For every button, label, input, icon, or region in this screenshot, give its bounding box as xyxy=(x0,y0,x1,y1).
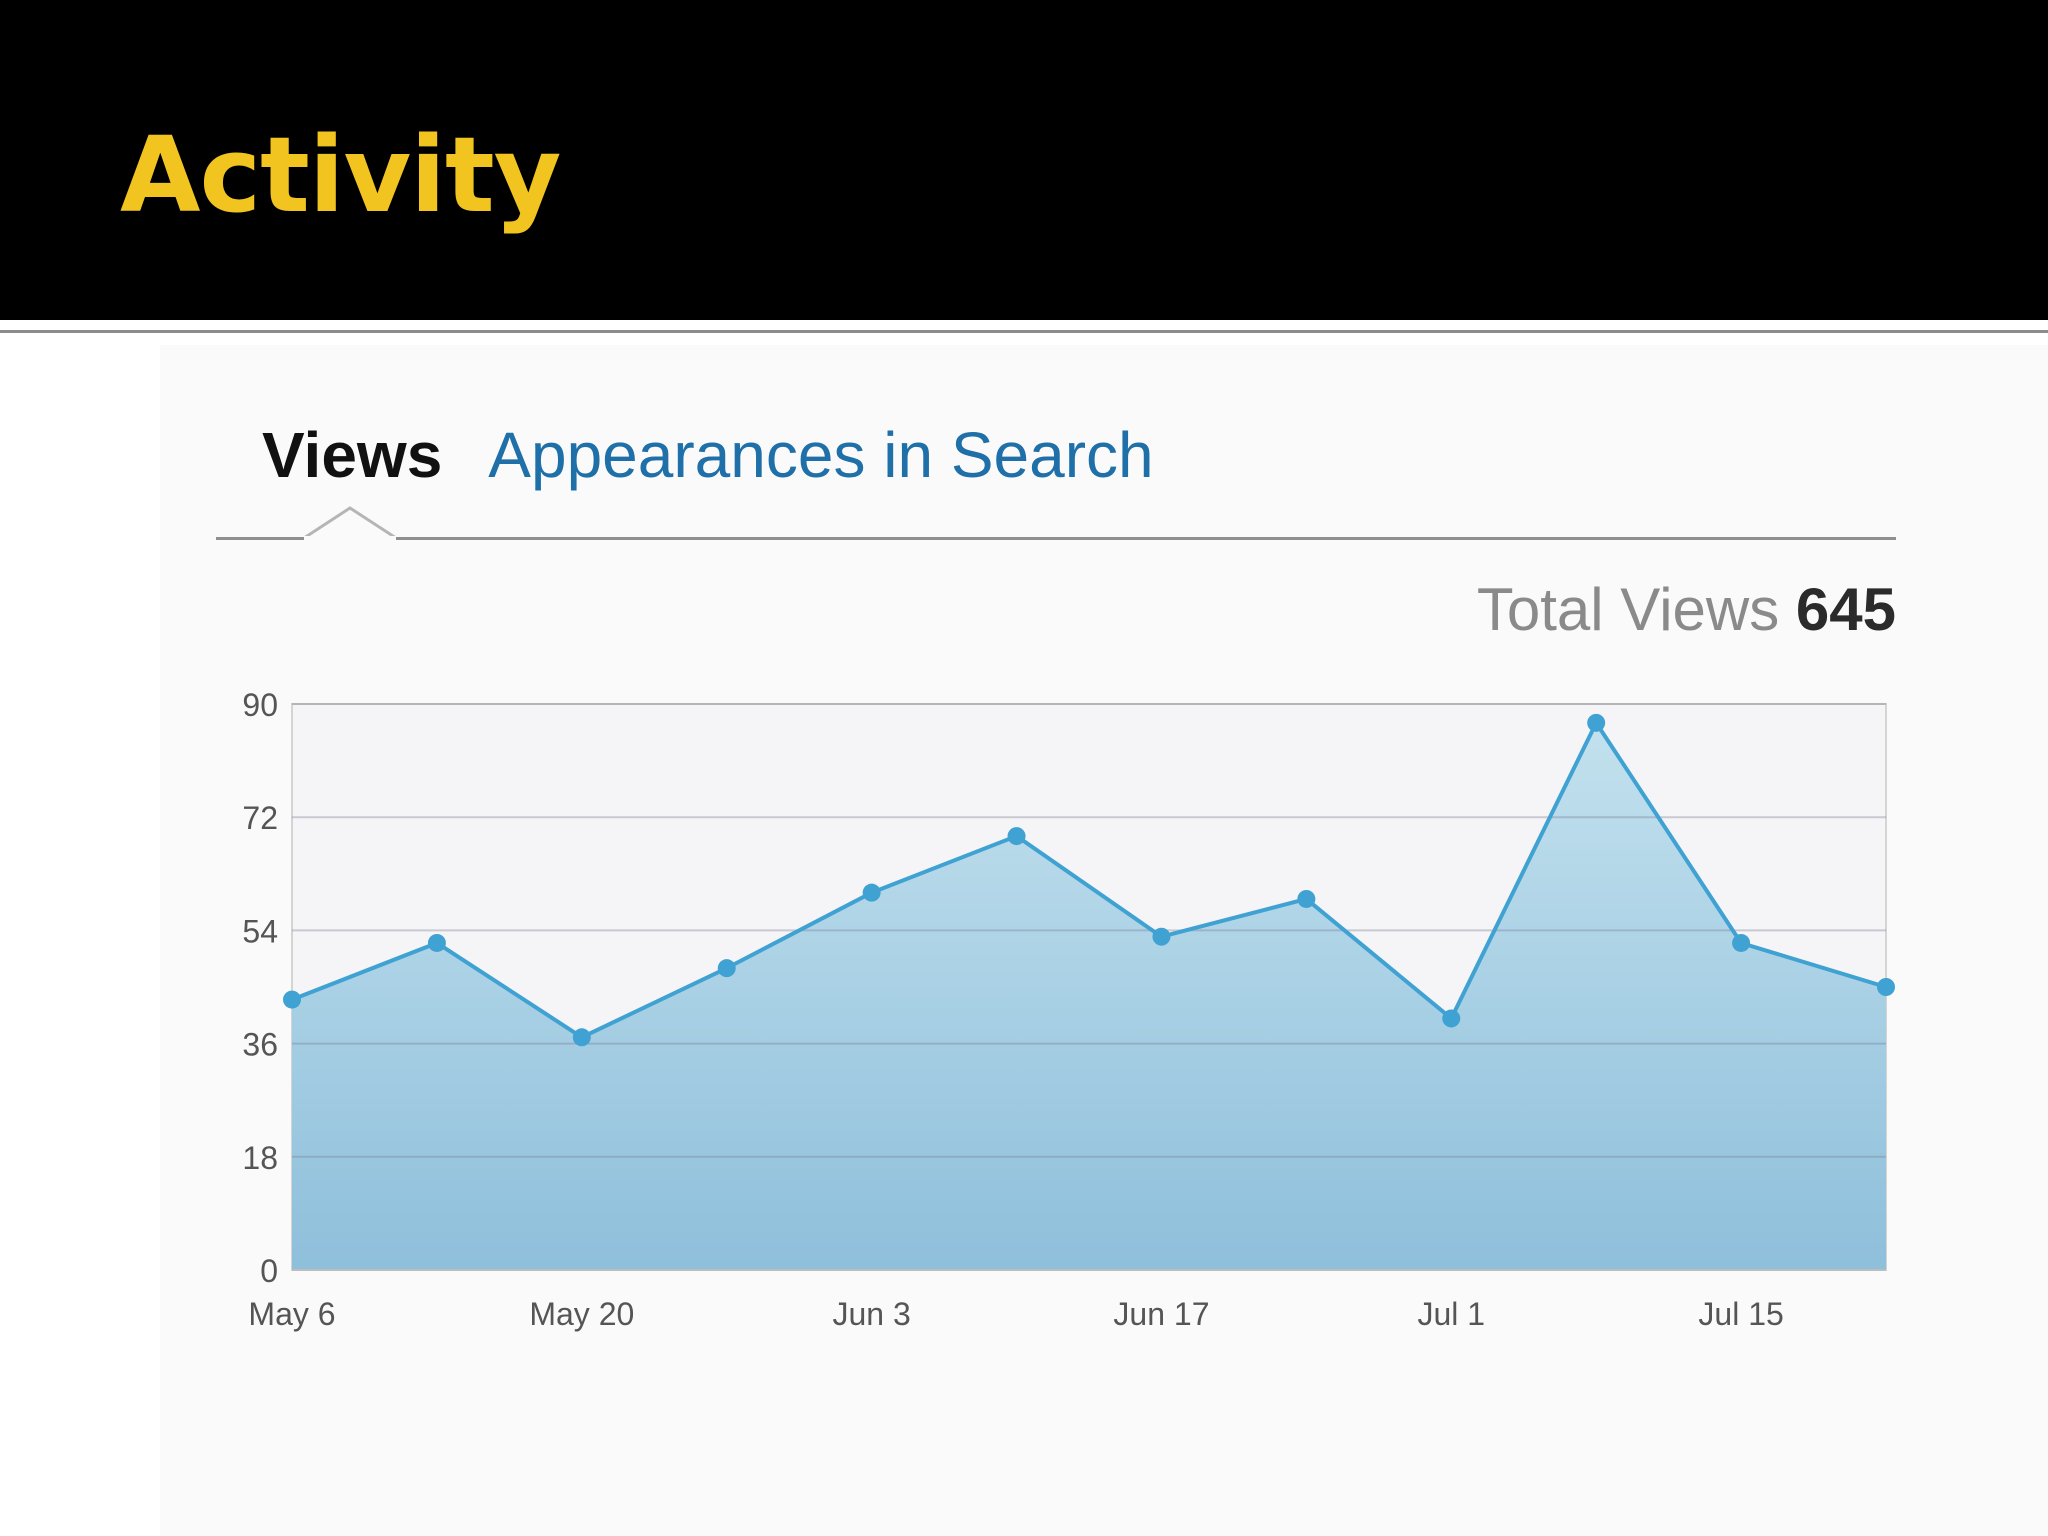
y-tick-label: 0 xyxy=(260,1253,278,1289)
slide-title-bar: Activity xyxy=(0,0,2048,320)
x-tick-label: Jul 15 xyxy=(1698,1296,1783,1332)
tab-views[interactable]: Views xyxy=(262,419,443,491)
y-tick-label: 72 xyxy=(242,800,278,836)
y-tick-label: 54 xyxy=(242,913,278,949)
data-point xyxy=(1877,978,1895,996)
data-point xyxy=(572,1028,591,1047)
y-tick-label: 90 xyxy=(242,687,278,723)
x-tick-label: May 20 xyxy=(529,1296,634,1332)
x-tick-label: Jun 3 xyxy=(832,1296,910,1332)
data-point xyxy=(283,990,301,1009)
x-tick-label: Jul 1 xyxy=(1417,1296,1485,1332)
tab-appearances-in-search[interactable]: Appearances in Search xyxy=(488,419,1154,491)
data-point xyxy=(1442,1009,1461,1028)
slide-title: Activity xyxy=(120,114,561,236)
total-views-label: Total Views xyxy=(1476,576,1780,643)
y-tick-label: 18 xyxy=(242,1140,278,1176)
tab-bar: Views Appearances in Search xyxy=(262,410,1154,500)
area-fill xyxy=(292,722,1886,1270)
data-point xyxy=(1587,713,1606,732)
data-point xyxy=(862,883,881,902)
x-tick-label: May 6 xyxy=(248,1296,335,1332)
data-point xyxy=(1732,933,1751,952)
data-point xyxy=(427,933,446,952)
data-point xyxy=(717,959,736,978)
data-point xyxy=(1152,927,1171,946)
data-point xyxy=(1297,889,1316,908)
active-tab-caret-icon xyxy=(304,506,396,542)
tab-underline xyxy=(216,537,1896,540)
total-views: Total Views 645 xyxy=(1477,570,1896,650)
y-tick-label: 36 xyxy=(242,1027,278,1063)
data-point xyxy=(1007,827,1026,846)
series-line xyxy=(291,720,1887,1040)
x-tick-label: Jun 17 xyxy=(1113,1296,1209,1332)
total-views-value: 645 xyxy=(1795,576,1896,643)
title-divider xyxy=(0,330,2048,333)
